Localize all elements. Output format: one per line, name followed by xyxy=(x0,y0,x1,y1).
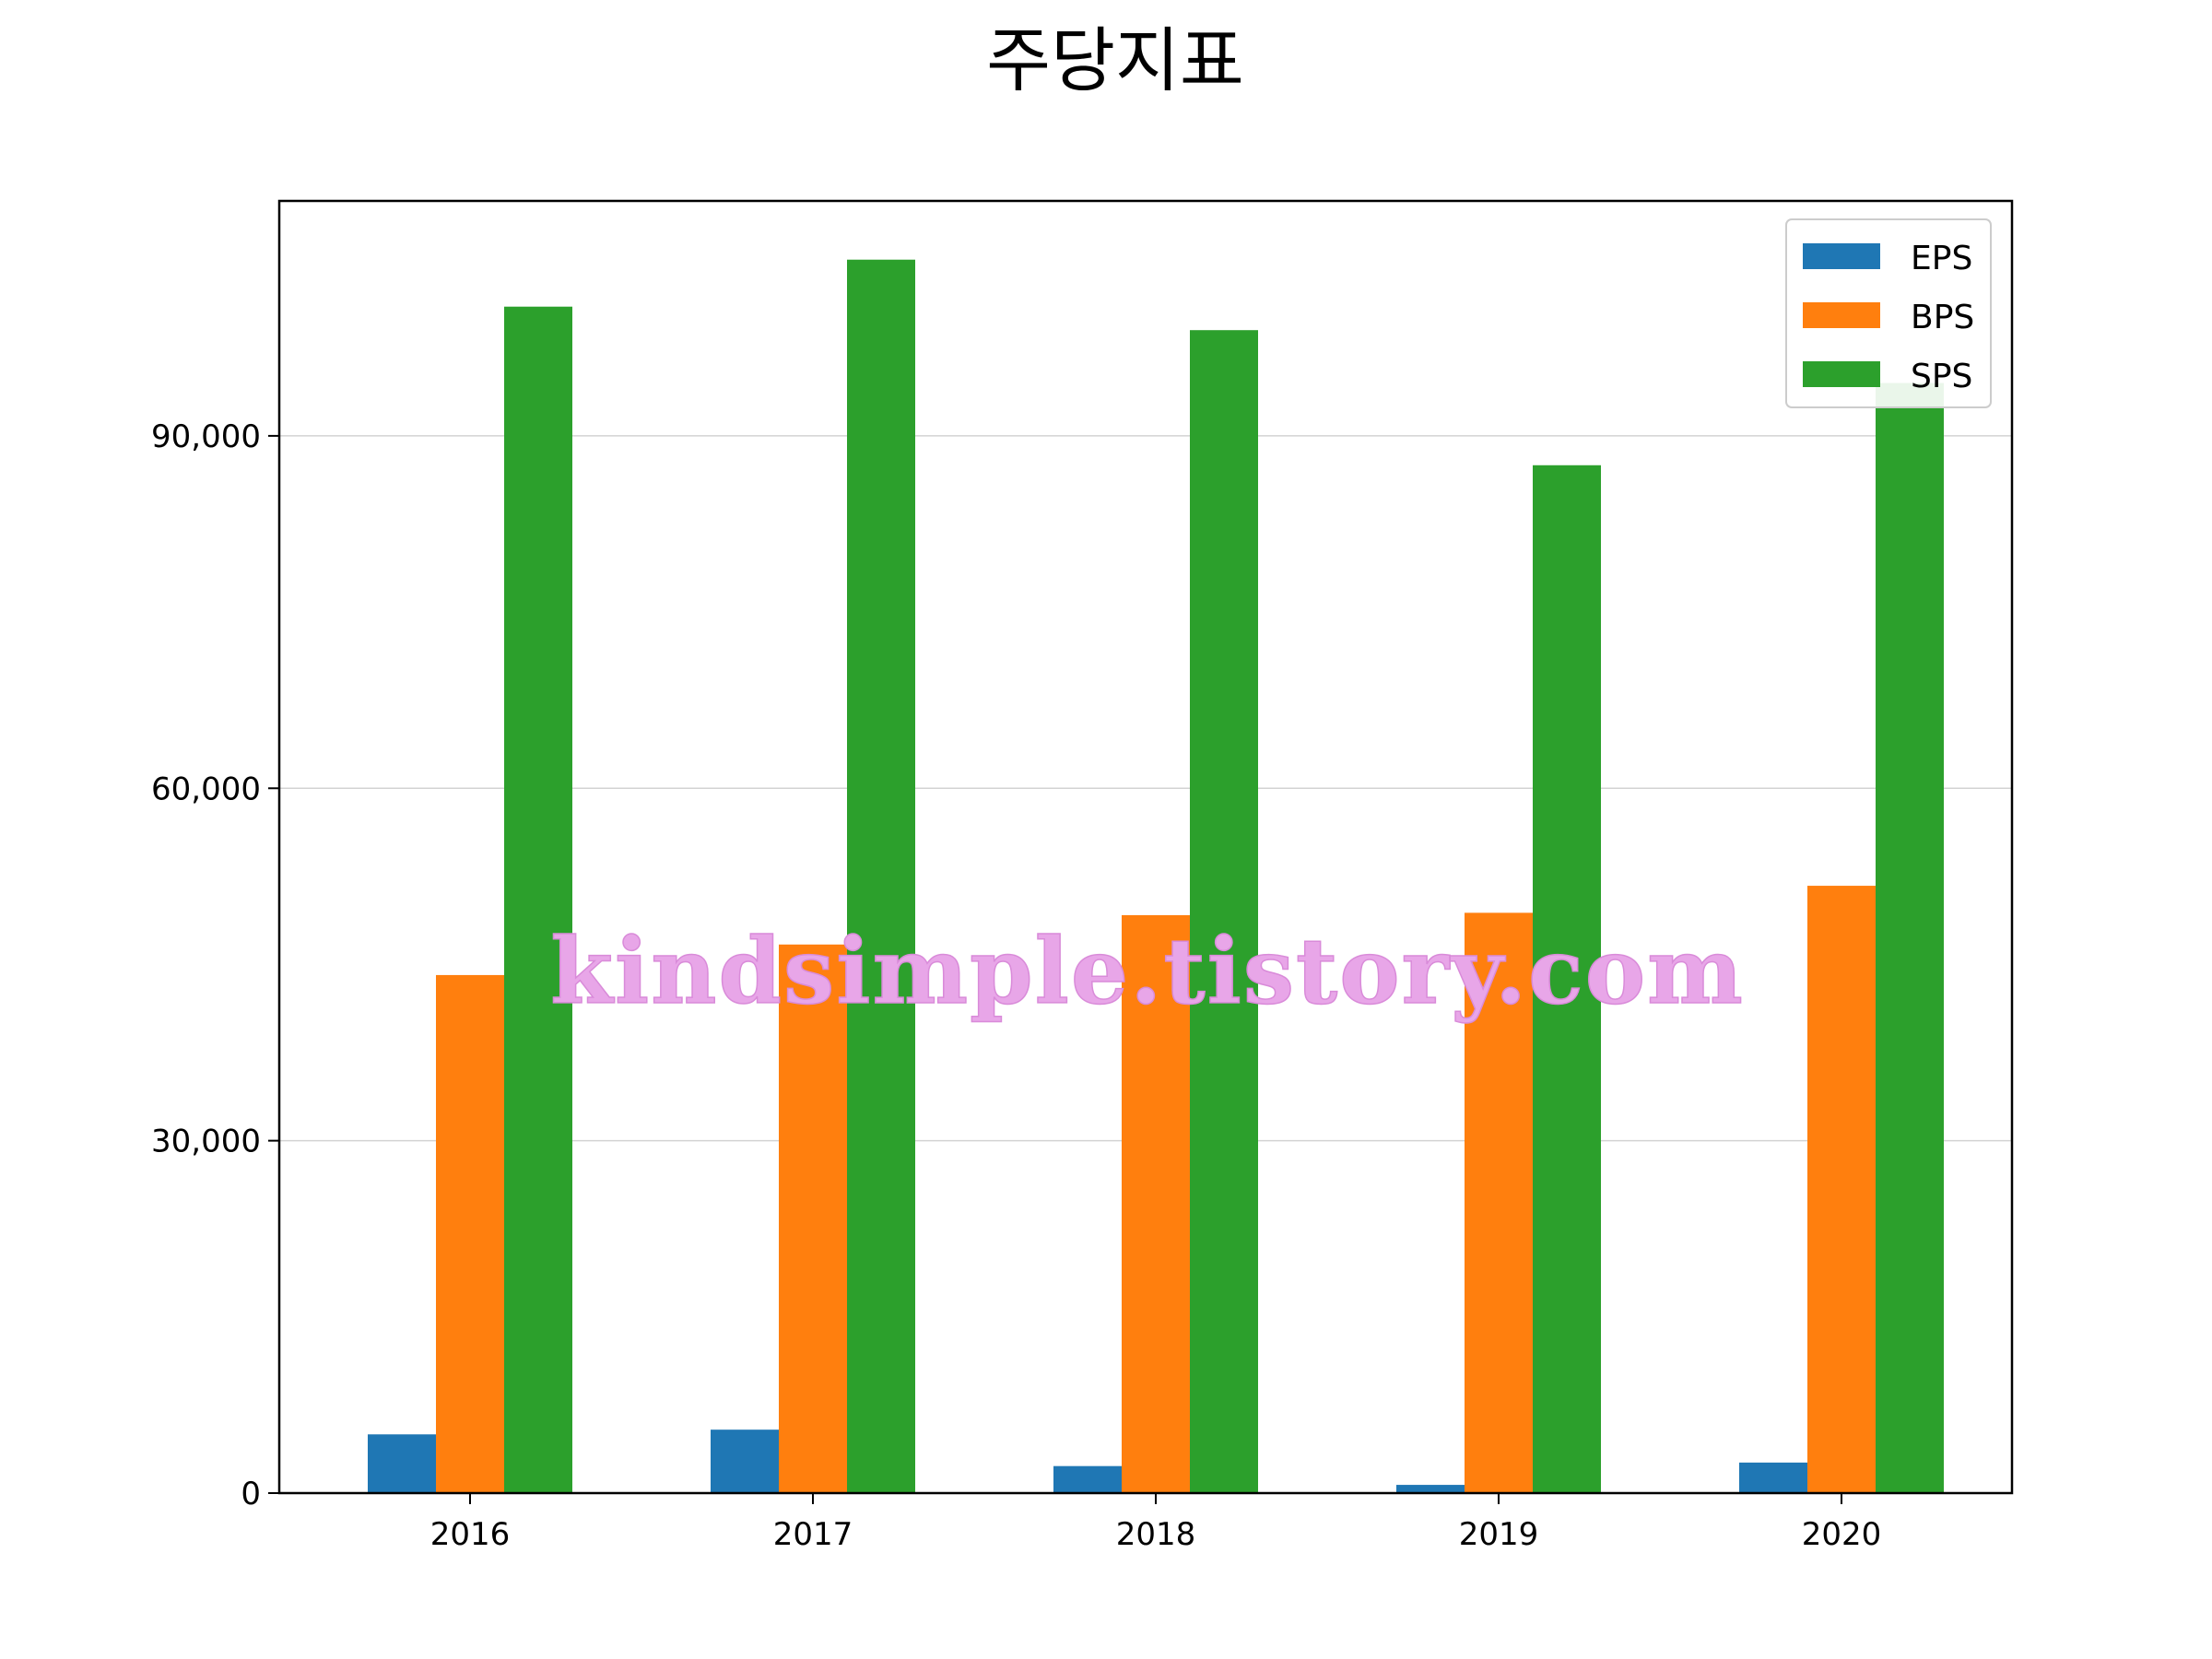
bar-bps-2017 xyxy=(779,944,847,1493)
bar-eps-2016 xyxy=(368,1434,436,1493)
x-tick-label: 2017 xyxy=(773,1516,853,1553)
bar-sps-2017 xyxy=(847,259,915,1493)
y-tick-label: 0 xyxy=(241,1476,261,1512)
bar-eps-2018 xyxy=(1053,1465,1122,1493)
bar-eps-2017 xyxy=(711,1430,779,1493)
legend-swatch-bps xyxy=(1803,302,1880,328)
legend-label-sps: SPS xyxy=(1911,358,1972,395)
x-tick-label: 2016 xyxy=(430,1516,511,1553)
bar-eps-2020 xyxy=(1739,1462,1807,1493)
x-tick-label: 2020 xyxy=(1802,1516,1882,1553)
y-tick-label: 60,000 xyxy=(151,771,261,807)
y-tick-label: 90,000 xyxy=(151,418,261,455)
bar-bps-2016 xyxy=(436,974,504,1493)
legend-label-bps: BPS xyxy=(1911,299,1974,336)
watermark: kindsimple.tistory.com xyxy=(550,919,1745,1025)
legend: EPS BPS SPS xyxy=(1785,218,1992,408)
bar-bps-2018 xyxy=(1122,914,1190,1493)
bar-sps-2019 xyxy=(1533,465,1601,1494)
bar-eps-2019 xyxy=(1396,1485,1465,1493)
bar-bps-2020 xyxy=(1807,886,1876,1493)
legend-swatch-sps xyxy=(1803,361,1880,387)
legend-swatch-eps xyxy=(1803,243,1880,269)
bar-sps-2018 xyxy=(1190,330,1258,1494)
plot-frame xyxy=(277,199,2014,1495)
bar-sps-2016 xyxy=(504,306,572,1493)
x-tick-label: 2018 xyxy=(1116,1516,1196,1553)
x-tick-label: 2019 xyxy=(1459,1516,1539,1553)
bars xyxy=(368,259,1944,1494)
bar-sps-2020 xyxy=(1876,382,1944,1493)
chart-title: 주당지표 xyxy=(986,19,1244,101)
y-tick-label: 30,000 xyxy=(151,1124,261,1160)
axes: 0 30,000 60,000 90,000 2016 2017 2018 2019 2020 xyxy=(151,418,1881,1553)
bar-bps-2019 xyxy=(1465,912,1533,1493)
legend-label-eps: EPS xyxy=(1911,240,1972,277)
